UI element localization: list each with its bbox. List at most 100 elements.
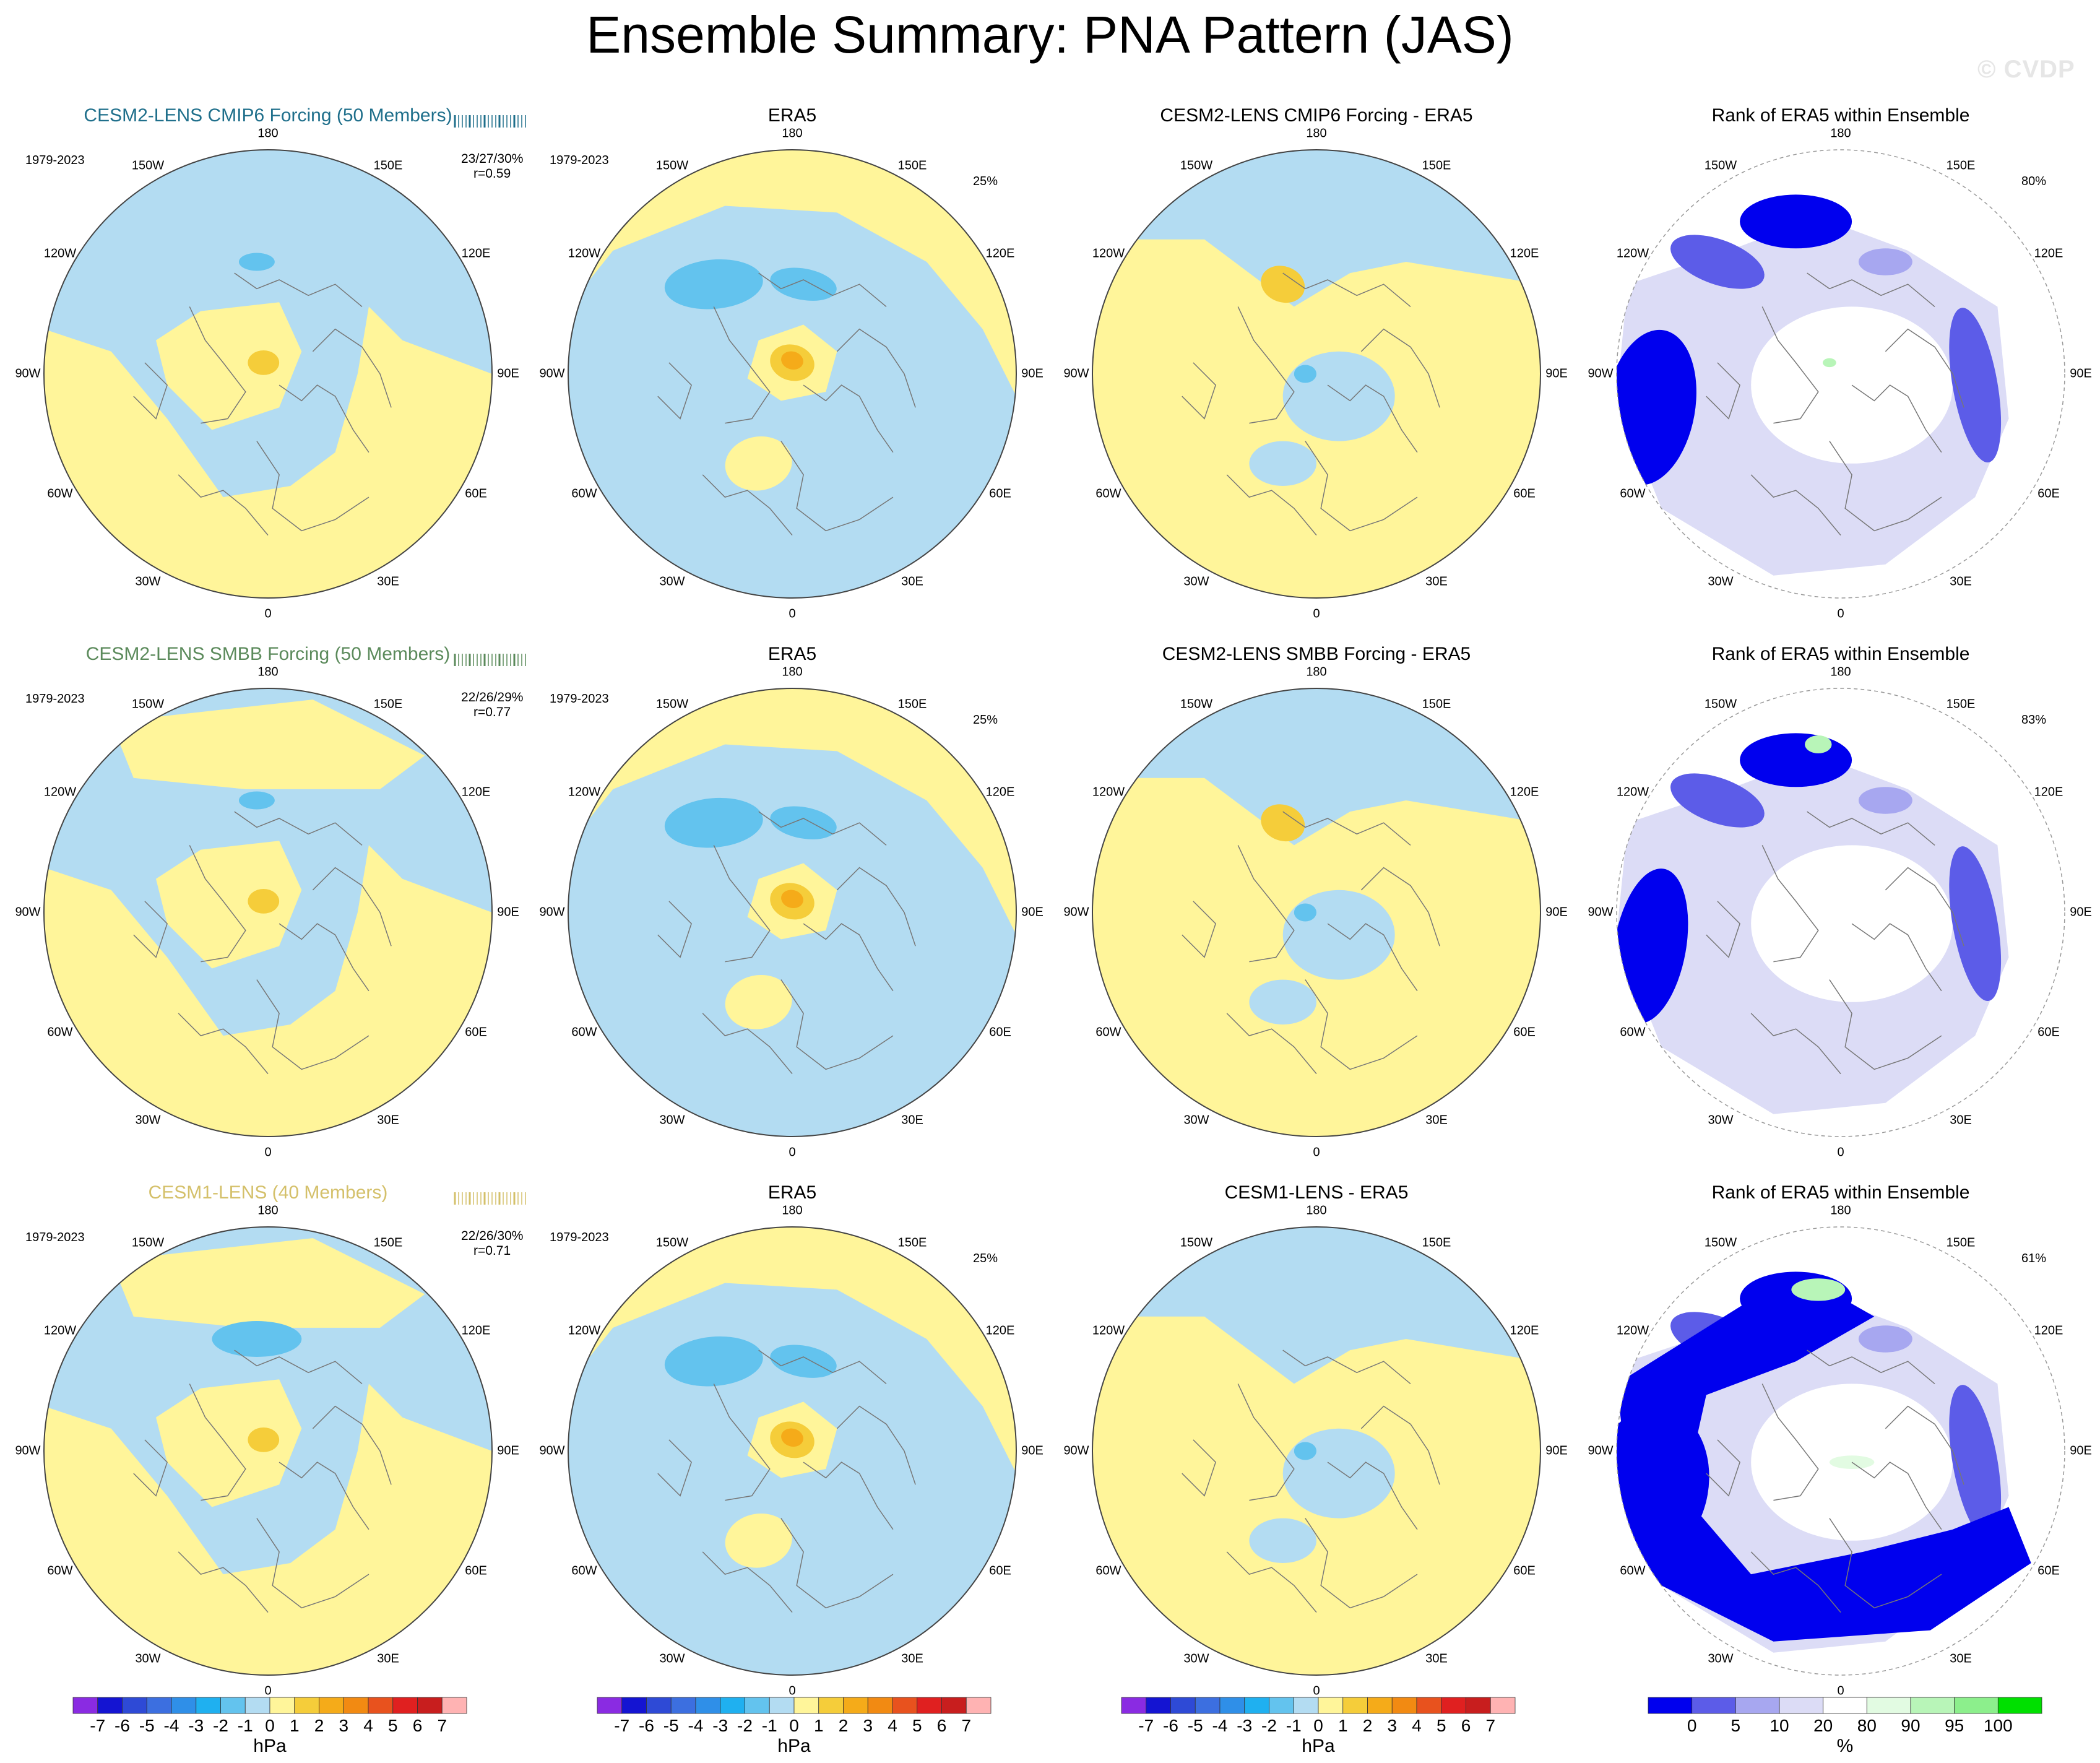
hpa-cb-swatch xyxy=(1367,1697,1393,1714)
lon-label: 90W xyxy=(1588,905,1614,919)
lon-label: 90E xyxy=(1021,366,1044,381)
hpa-cb-tick: 7 xyxy=(437,1716,447,1735)
coastline xyxy=(234,272,363,307)
field-positive xyxy=(725,1513,792,1568)
coastline xyxy=(1851,923,1942,992)
lon-label: 120W xyxy=(568,246,601,261)
lon-label: 120E xyxy=(461,246,491,261)
coastline xyxy=(279,384,369,453)
lon-label: 150W xyxy=(655,158,689,173)
lon-label: 30E xyxy=(377,1113,399,1127)
coastline xyxy=(702,1551,793,1613)
map-panel-r1-c3 xyxy=(1617,688,2065,1137)
panel-title-obs: ERA5 xyxy=(767,105,817,126)
rank-cb-swatch xyxy=(1648,1697,1693,1714)
panel-title-diff: CESM2-LENS CMIP6 Forcing - ERA5 xyxy=(1160,105,1473,126)
lon-label: 30E xyxy=(1950,574,1972,589)
hpa-cb-swatch xyxy=(1318,1697,1344,1714)
hpa-cb-tick: -2 xyxy=(737,1716,753,1735)
rank-cb-swatch xyxy=(1823,1697,1867,1714)
coastline xyxy=(1761,845,1819,963)
panel-title-obs: ERA5 xyxy=(767,644,817,664)
lon-label: 90W xyxy=(539,1444,565,1458)
hpa-cb-swatch xyxy=(171,1697,197,1714)
hpa-cb-tick: 2 xyxy=(838,1716,849,1735)
lon-label: 150E xyxy=(1946,1236,1976,1250)
lon-label: 30E xyxy=(377,1652,399,1666)
field-plus-1hpa xyxy=(248,888,280,914)
period-label: 1979-2023 xyxy=(550,692,609,706)
rank-blob-0pct xyxy=(1740,733,1852,787)
field-plus-2hpa xyxy=(781,1428,803,1447)
coastline xyxy=(1226,474,1317,536)
field-minus-2hpa xyxy=(664,1336,763,1387)
lon-label: 30W xyxy=(659,1113,685,1127)
coastline xyxy=(178,1551,269,1613)
lon-label: 60E xyxy=(465,1564,487,1578)
lon-label: 120E xyxy=(1510,1323,1539,1338)
model-stats: 22/26/29% xyxy=(461,690,524,704)
coastline xyxy=(1807,1349,1935,1384)
coastline xyxy=(803,923,894,992)
rank-cb-swatch xyxy=(1779,1697,1824,1714)
map-panel-r0-c3 xyxy=(1617,150,2065,598)
coastline xyxy=(780,1518,894,1609)
coastline xyxy=(1327,1462,1418,1530)
hpa-cb-tick: -4 xyxy=(688,1716,704,1735)
field-negative xyxy=(1282,890,1395,980)
coastline xyxy=(713,306,771,424)
lon-label: 0 xyxy=(1313,1145,1320,1159)
lon-label: 30W xyxy=(135,1652,161,1666)
field-plus-1hpa xyxy=(1261,804,1305,842)
lon-label: 120E xyxy=(1510,785,1539,799)
hpa-cb-swatch xyxy=(966,1697,992,1714)
coastline xyxy=(1282,811,1411,846)
lon-label: 150W xyxy=(1704,697,1737,711)
lon-label: 60E xyxy=(1513,1564,1536,1578)
lon-label: 30E xyxy=(1425,1652,1448,1666)
lon-label: 150W xyxy=(1180,158,1213,173)
coastline xyxy=(657,1439,692,1497)
rank-blob-10pct xyxy=(1858,248,1912,275)
hpa-cb-tick: -5 xyxy=(139,1716,155,1735)
field-minus-2hpa xyxy=(664,797,763,848)
lon-label: 60E xyxy=(989,1025,1011,1039)
field-positive xyxy=(568,150,1016,397)
lon-label: 180 xyxy=(1306,665,1327,679)
coastline xyxy=(836,867,916,946)
hpa-cb-swatch xyxy=(1391,1697,1417,1714)
rank-cb-swatch xyxy=(1735,1697,1780,1714)
model-stats: 22/26/30% xyxy=(461,1229,524,1243)
rank-cb-swatch xyxy=(1866,1697,1911,1714)
rank-cb-tick: 80 xyxy=(1857,1716,1877,1735)
lon-label: 150E xyxy=(373,158,403,173)
hpa-cb-swatch xyxy=(220,1697,246,1714)
lon-label: 30W xyxy=(659,1652,685,1666)
field-plus-1hpa xyxy=(248,1427,280,1452)
hpa-cb-tick: -3 xyxy=(188,1716,204,1735)
lon-label: 90E xyxy=(497,366,519,381)
hpa-cb-swatch xyxy=(917,1697,942,1714)
rank-blob-0pct xyxy=(1740,194,1852,249)
rank-blob-10pct xyxy=(1858,1325,1912,1353)
field-positive xyxy=(725,974,792,1029)
rank-cb-tick: 20 xyxy=(1813,1716,1833,1735)
map-panel-r0-c0 xyxy=(44,150,492,598)
hpa-cb-swatch xyxy=(597,1697,623,1714)
field-positive xyxy=(725,436,792,491)
coastline xyxy=(189,1384,246,1501)
lon-label: 150E xyxy=(897,158,927,173)
coastline xyxy=(279,923,369,992)
coastline xyxy=(803,384,894,453)
lon-label: 120E xyxy=(461,785,491,799)
hpa-cb-tick: 6 xyxy=(412,1716,423,1735)
hpa-cb-tick: 0 xyxy=(265,1716,275,1735)
hpa-cb-tick: 7 xyxy=(1485,1716,1496,1735)
lon-label: 30W xyxy=(1708,1652,1734,1666)
hpa-cb-swatch xyxy=(941,1697,967,1714)
field-minus-1hpa xyxy=(1294,903,1316,922)
coastline xyxy=(1282,272,1411,307)
hpa-cb-swatch xyxy=(1416,1697,1442,1714)
lon-label: 60E xyxy=(2037,487,2060,501)
hpa-cb-swatch xyxy=(769,1697,795,1714)
